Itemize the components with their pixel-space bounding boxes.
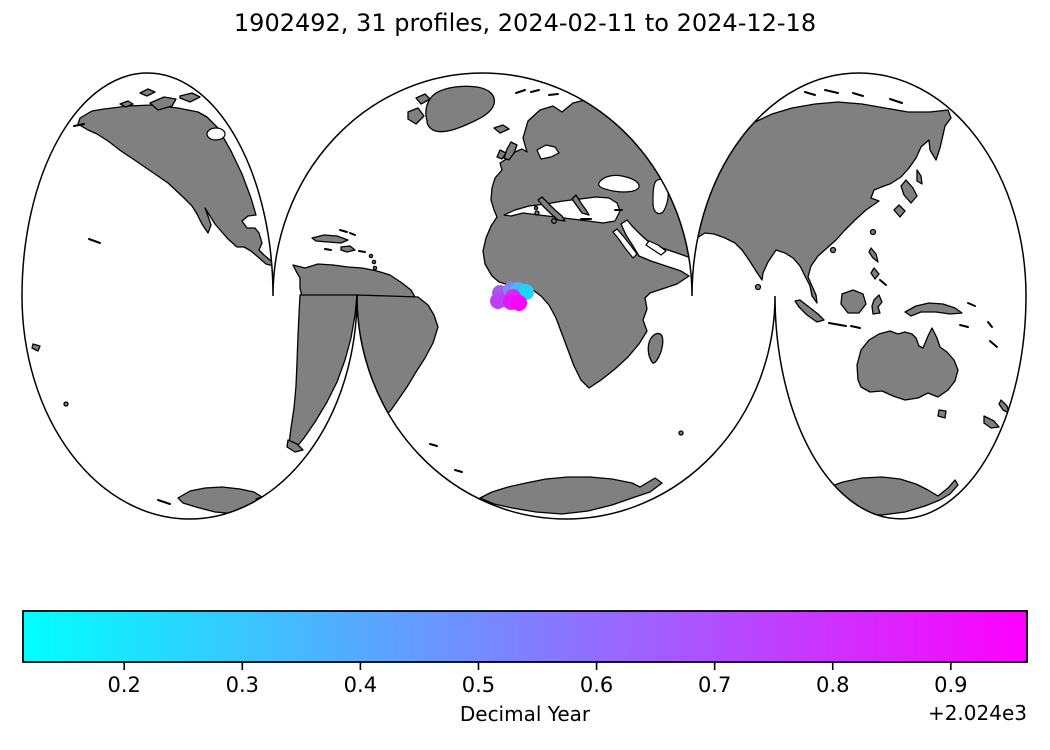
land-sulawesi xyxy=(871,294,883,315)
colorbar-frame xyxy=(22,610,1028,663)
land-japan-kyushu xyxy=(893,204,906,218)
colorbar-tick-label: 0.5 xyxy=(462,673,495,697)
land-borneo xyxy=(840,289,867,314)
land-great-britain xyxy=(503,141,518,161)
profile-marker xyxy=(511,295,527,311)
land-bahamas xyxy=(339,229,356,236)
land-sardinia xyxy=(534,210,540,216)
land-cuba xyxy=(311,234,349,244)
land-sakhalin xyxy=(916,169,923,185)
land-ireland xyxy=(496,149,507,160)
land-lesser-antilles xyxy=(371,259,377,265)
land-greece xyxy=(571,194,590,216)
baltic-sea xyxy=(536,144,560,160)
land-jamaica xyxy=(324,248,332,251)
profile-marker xyxy=(490,293,506,309)
land-south-georgia xyxy=(454,469,463,473)
world-map xyxy=(31,85,1010,516)
land-kerguelen xyxy=(678,430,684,436)
colorbar-tick-label: 0.7 xyxy=(698,673,731,697)
figure-title: 1902492, 31 profiles, 2024-02-11 to 2024… xyxy=(234,9,816,37)
land-siberian-islands xyxy=(804,89,903,104)
land-antarctica-center xyxy=(479,476,663,515)
colorbar-gradient xyxy=(23,611,1027,662)
land-lesser-antilles xyxy=(372,265,378,271)
colorbar-tick-label: 0.4 xyxy=(344,673,377,697)
land-iceland xyxy=(493,124,510,134)
land-south-america-north xyxy=(292,263,416,298)
land-italy xyxy=(537,196,566,222)
land-sri-lanka xyxy=(754,283,762,291)
land-tasmania xyxy=(937,409,947,419)
hudson-bay xyxy=(206,127,226,141)
land-tierra-del-fuego xyxy=(286,439,304,453)
med-peninsulas xyxy=(533,194,623,224)
land-lesser-antilles xyxy=(368,253,374,259)
land-svalbard xyxy=(515,89,559,96)
land-hawaii xyxy=(88,238,101,244)
projection-outline xyxy=(21,72,1027,520)
land-pacific-island xyxy=(63,401,69,407)
land-north-america xyxy=(77,104,275,267)
land-philippines xyxy=(868,247,880,280)
land-asia xyxy=(696,101,952,304)
land-arctic-islands xyxy=(119,88,201,111)
land-baffin xyxy=(407,93,431,125)
land-new-zealand-south xyxy=(983,415,1000,429)
land-japan-honshu xyxy=(900,179,918,204)
colorbar-tick-label: 0.3 xyxy=(226,673,259,697)
land-pacific-island xyxy=(31,343,41,352)
land-java xyxy=(828,322,861,329)
land-melanesia xyxy=(959,302,998,348)
colorbar-tick-label: 0.6 xyxy=(580,673,613,697)
colorbar-tick-label: 0.9 xyxy=(934,673,967,697)
profile-markers xyxy=(490,282,534,311)
colorbar: 0.2 0.3 0.4 0.5 0.6 0.7 0.8 0.9 Decimal Year +2… xyxy=(22,610,1028,726)
colorbar-ticks: 0.2 0.3 0.4 0.5 0.6 0.7 0.8 0.9 xyxy=(107,662,968,697)
persian-gulf xyxy=(645,240,667,256)
land-antarctica-east xyxy=(801,476,959,516)
land-corsica xyxy=(533,205,539,211)
land-sumatra xyxy=(794,299,825,323)
land-hispaniola xyxy=(340,245,356,253)
land-greenland xyxy=(425,85,495,133)
land-madagascar xyxy=(647,332,664,364)
land-falklands xyxy=(429,443,438,447)
land-hainan xyxy=(829,246,837,254)
land-south-america-east xyxy=(356,294,439,418)
land-new-zealand-north xyxy=(998,399,1010,414)
land-australia xyxy=(856,327,959,401)
colorbar-offset-label: +2.024e3 xyxy=(928,701,1027,725)
land-group xyxy=(31,85,1010,516)
red-sea xyxy=(612,228,638,259)
land-philippines-south xyxy=(879,279,887,286)
colorbar-axis-label: Decimal Year xyxy=(460,702,591,726)
land-sicily xyxy=(551,218,557,224)
land-antarctica-west-edge xyxy=(157,499,171,505)
land-andes-strip xyxy=(288,294,358,450)
land-new-guinea xyxy=(904,302,963,317)
land-taiwan xyxy=(869,228,877,236)
land-puerto-rico xyxy=(358,250,366,253)
colorbar-tick-label: 0.2 xyxy=(107,673,140,697)
black-sea xyxy=(598,174,640,193)
colorbar-tick-label: 0.8 xyxy=(816,673,849,697)
